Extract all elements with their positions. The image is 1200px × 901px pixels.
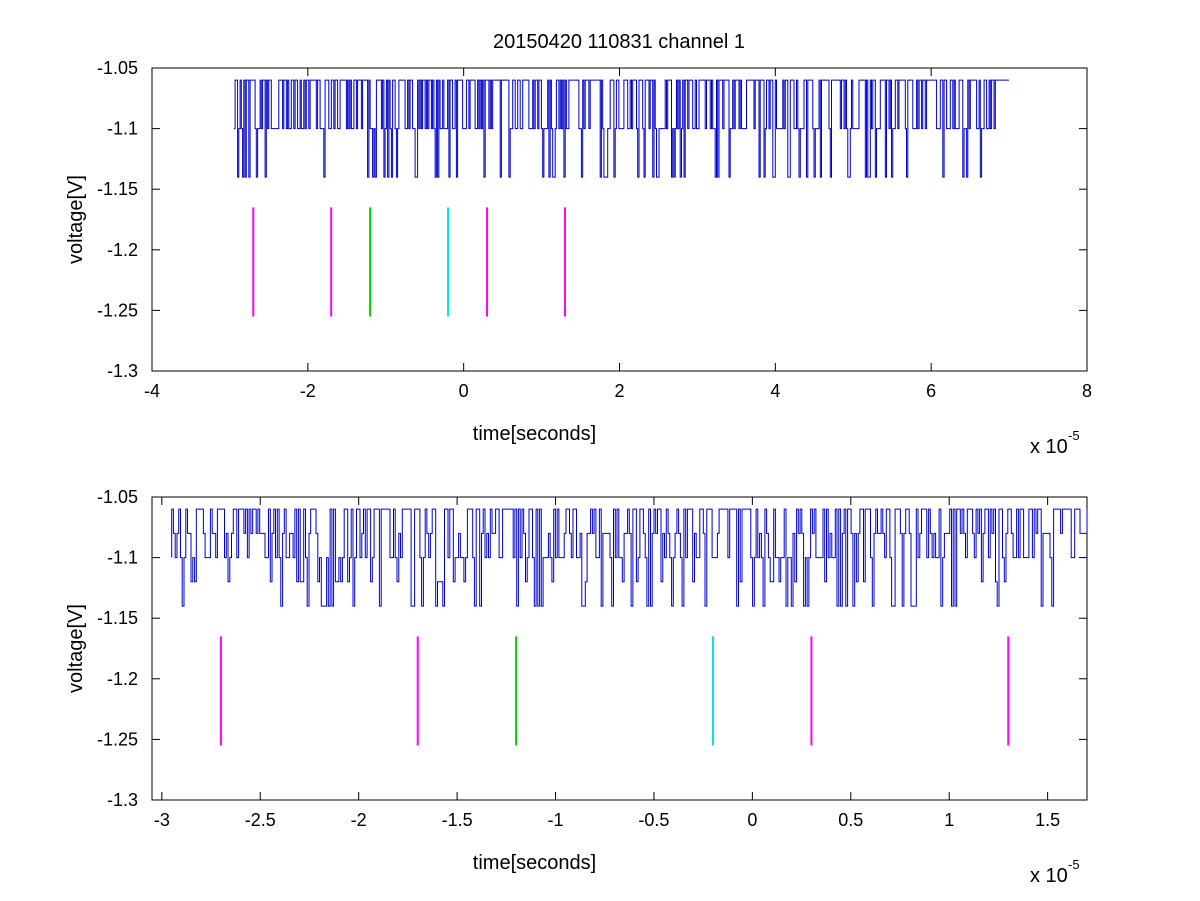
top-ticks: -4 -2 0 2 4 6 8 -1.3 -1.25 -1.2 -1.15 -1.1 -1.05: [97, 58, 1092, 401]
bottom-subplot: -3 -2.5 -2 -1.5 -1 -0.5 0 0.5 1 1.5 -1.3 -1.25 -1.2 -…: [65, 487, 1088, 887]
bottom-y-tick-label: -1.1: [107, 548, 138, 568]
bottom-plot-frame: [151, 496, 1088, 801]
top-y-tick-label: -1.25: [97, 300, 138, 320]
bottom-y-tick-label: -1.2: [107, 669, 138, 689]
bottom-x-exponent: -5: [1068, 857, 1080, 872]
bottom-voltage-trace: [171, 508, 1088, 607]
top-x-tick-label: -2: [300, 381, 316, 401]
top-voltage-trace-group: [233, 79, 1010, 178]
top-x-exponent: -5: [1068, 428, 1080, 443]
bottom-x-tick-label: 0.5: [838, 810, 863, 830]
top-subplot: -4 -2 0 2 4 6 8 -1.3 -1.25 -1.2 -1.15 -1.1 -1.05 tim…: [65, 58, 1092, 458]
top-y-axis-label: voltage[V]: [65, 175, 87, 264]
bottom-x-axis-label: time[seconds]: [473, 852, 596, 874]
top-x-axis-label: time[seconds]: [473, 423, 596, 445]
top-y-tick-label: -1.3: [107, 361, 138, 381]
top-y-tick-label: -1.15: [97, 179, 138, 199]
top-x-tick-label: 4: [770, 381, 780, 401]
bottom-x-tick-label: -3: [154, 810, 170, 830]
bottom-x-tick-label: -1.5: [442, 810, 473, 830]
bottom-x-tick-label: 1: [944, 810, 954, 830]
bottom-x-tick-label: -1: [548, 810, 564, 830]
top-y-tick-label: -1.05: [97, 58, 138, 78]
top-x-tick-label: 2: [614, 381, 624, 401]
bottom-event-markers: [219, 636, 1010, 746]
bottom-x-multiplier: x 10: [1030, 865, 1068, 887]
bottom-x-tick-label: 0: [747, 810, 757, 830]
bottom-x-tick-label: 1.5: [1035, 810, 1060, 830]
top-x-tick-label: -4: [144, 381, 160, 401]
bottom-y-tick-label: -1.25: [97, 729, 138, 749]
top-x-tick-label: 8: [1082, 381, 1092, 401]
top-x-tick-label: 6: [926, 381, 936, 401]
top-x-tick-label: 0: [459, 381, 469, 401]
chart-title: 20150420 110831 channel 1: [493, 31, 745, 53]
bottom-voltage-trace-group: [171, 508, 1088, 607]
top-x-multiplier: x 10: [1030, 436, 1068, 458]
bottom-y-tick-label: -1.05: [97, 487, 138, 507]
bottom-x-tick-label: -0.5: [638, 810, 669, 830]
bottom-y-axis-label: voltage[V]: [65, 604, 87, 693]
top-event-markers: [252, 207, 566, 317]
top-y-tick-label: -1.1: [107, 119, 138, 139]
bottom-x-tick-label: -2.5: [245, 810, 276, 830]
bottom-x-tick-label: -2: [351, 810, 367, 830]
bottom-y-tick-label: -1.3: [107, 790, 138, 810]
top-voltage-trace: [233, 79, 1010, 178]
bottom-y-tick-label: -1.15: [97, 608, 138, 628]
top-y-tick-label: -1.2: [107, 240, 138, 260]
bottom-ticks: -3 -2.5 -2 -1.5 -1 -0.5 0 0.5 1 1.5 -1.3 -1.25 -1.2 -…: [97, 487, 1087, 830]
